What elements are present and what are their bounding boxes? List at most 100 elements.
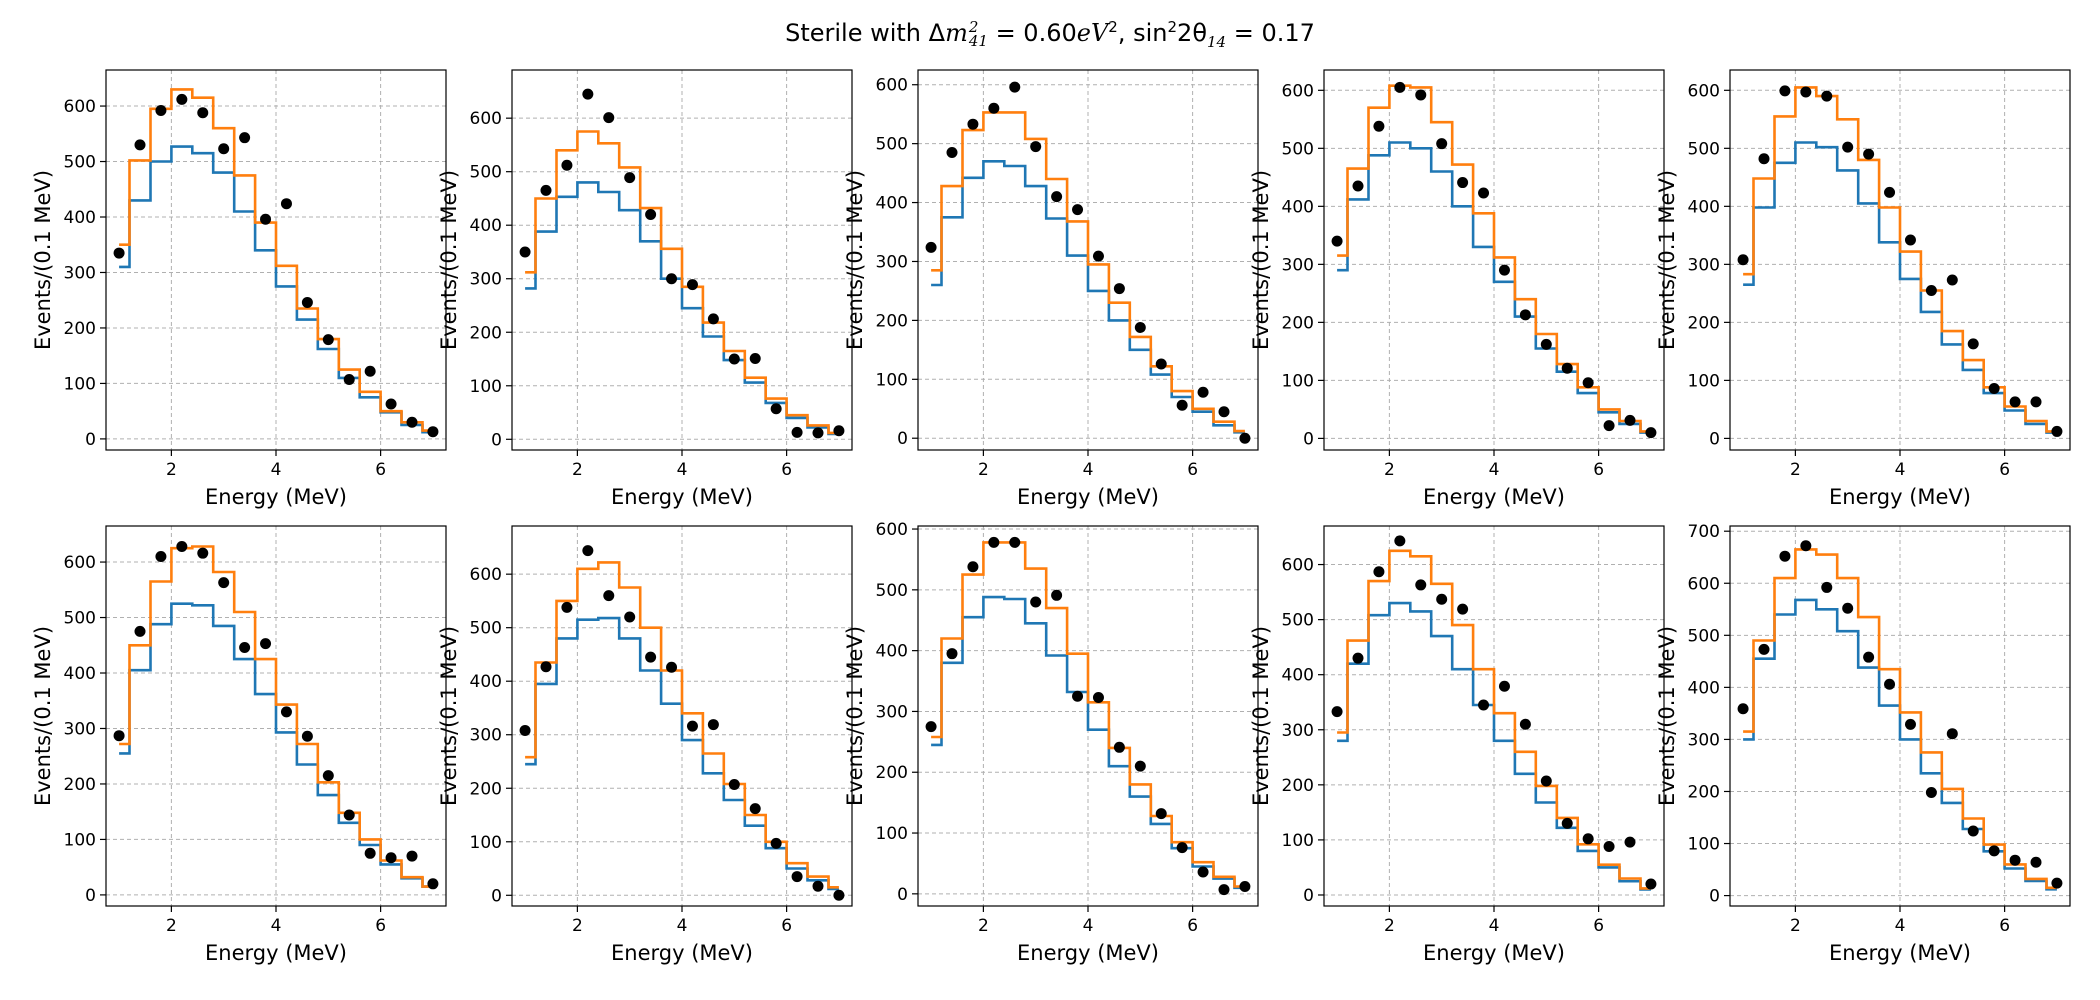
y-tick-label: 100 xyxy=(470,833,502,853)
data-point xyxy=(582,88,594,100)
data-point xyxy=(427,878,439,890)
data-point xyxy=(582,545,594,557)
x-tick-label: 2 xyxy=(572,916,583,936)
y-tick-label: 300 xyxy=(876,252,908,272)
data-point xyxy=(406,416,418,428)
data-point xyxy=(812,427,824,439)
data-point xyxy=(1030,596,1042,608)
data-point xyxy=(176,93,188,105)
y-tick-label: 400 xyxy=(470,672,502,692)
y-tick-label: 500 xyxy=(1282,611,1314,631)
x-tick-label: 4 xyxy=(271,916,282,936)
y-tick-label: 500 xyxy=(470,619,502,639)
data-point xyxy=(1134,321,1146,333)
data-point xyxy=(1842,602,1854,614)
data-point xyxy=(218,143,230,155)
y-tick-label: 500 xyxy=(876,581,908,601)
y-tick-label: 300 xyxy=(1282,255,1314,275)
y-tick-label: 600 xyxy=(876,76,908,96)
data-point xyxy=(791,871,803,883)
data-point xyxy=(134,625,146,637)
data-point xyxy=(561,159,573,171)
y-tick-label: 300 xyxy=(1688,255,1720,275)
y-tick-label: 0 xyxy=(85,430,96,450)
y-tick-label: 0 xyxy=(1709,887,1720,907)
data-point xyxy=(833,889,845,901)
data-point xyxy=(666,661,678,673)
data-point xyxy=(925,241,937,253)
data-point xyxy=(1197,866,1209,878)
y-tick-label: 200 xyxy=(64,775,96,795)
data-point xyxy=(2030,396,2042,408)
data-point xyxy=(1779,550,1791,562)
data-point xyxy=(1051,191,1063,203)
series-2-step-line xyxy=(931,111,1245,433)
data-point xyxy=(1967,825,1979,837)
data-point xyxy=(1498,680,1510,692)
data-point xyxy=(1561,362,1573,374)
data-point xyxy=(1624,836,1636,848)
series-2-step-line xyxy=(1743,548,2057,890)
data-point xyxy=(1072,204,1084,216)
y-tick-label: 200 xyxy=(876,311,908,331)
data-point xyxy=(239,641,251,653)
x-axis-label: Energy (MeV) xyxy=(1423,485,1565,509)
chart-panel-8: 2 4 6 0 100 200 300 400 500 600 Energy (MeV) Events… xyxy=(843,520,1259,965)
y-tick-label: 500 xyxy=(470,163,502,183)
y-tick-label: 500 xyxy=(64,153,96,173)
x-axis-label: Energy (MeV) xyxy=(205,941,347,965)
chart-panel-10: 2 4 6 0 100 200 300 400 500 600 700 Energy (MeV) Eve… xyxy=(1655,522,2071,965)
y-axis-label: Events/(0.1 MeV) xyxy=(437,170,461,350)
figure-title: Sterile with Δm2 41 = 0.60eV2, sin22θ14 =… xyxy=(785,17,1315,51)
y-tick-label: 600 xyxy=(876,520,908,540)
chart-panel-7: 2 4 6 0 100 200 300 400 500 600 Energy (MeV) Events… xyxy=(437,525,853,965)
y-tick-label: 200 xyxy=(1282,313,1314,333)
chart-panel-6: 2 4 6 0 100 200 300 400 500 600 Energy (MeV) Events… xyxy=(31,525,447,965)
x-tick-label: 2 xyxy=(166,460,177,480)
data-point xyxy=(1884,186,1896,198)
data-point xyxy=(1352,652,1364,664)
data-point xyxy=(364,847,376,859)
x-tick-label: 6 xyxy=(1999,916,2010,936)
y-tick-label: 200 xyxy=(1688,313,1720,333)
data-point xyxy=(1904,718,1916,730)
data-point xyxy=(322,770,334,782)
data-point xyxy=(686,720,698,732)
chart-panel-4: 2 4 6 0 100 200 300 400 500 600 Energy (MeV) Events… xyxy=(1249,69,1665,509)
y-axis-label: Events/(0.1 MeV) xyxy=(31,170,55,350)
data-point xyxy=(427,426,439,438)
y-tick-label: 600 xyxy=(64,97,96,117)
data-point xyxy=(218,577,230,589)
y-tick-label: 400 xyxy=(1688,197,1720,217)
data-point xyxy=(540,661,552,673)
y-tick-label: 600 xyxy=(1282,81,1314,101)
y-axis-label: Events/(0.1 MeV) xyxy=(437,626,461,806)
data-point xyxy=(1352,180,1364,192)
data-point xyxy=(1436,593,1448,605)
data-point xyxy=(1155,808,1167,820)
y-tick-label: 400 xyxy=(1282,666,1314,686)
data-point xyxy=(1540,775,1552,787)
data-point xyxy=(1478,699,1490,711)
y-tick-label: 0 xyxy=(491,886,502,906)
data-point xyxy=(749,803,761,815)
data-point xyxy=(197,107,209,119)
x-axis-label: Energy (MeV) xyxy=(1017,941,1159,965)
data-point xyxy=(385,852,397,864)
data-point xyxy=(176,541,188,553)
data-point xyxy=(833,425,845,437)
data-point xyxy=(1092,250,1104,262)
data-point xyxy=(624,611,636,623)
x-tick-label: 4 xyxy=(1083,916,1094,936)
data-point xyxy=(406,850,418,862)
y-tick-label: 400 xyxy=(64,208,96,228)
y-tick-label: 500 xyxy=(1282,139,1314,159)
y-axis-label: Events/(0.1 MeV) xyxy=(1655,626,1679,806)
data-point xyxy=(1603,841,1615,853)
x-tick-label: 4 xyxy=(677,916,688,936)
data-point xyxy=(603,590,615,602)
x-tick-label: 6 xyxy=(1593,460,1604,480)
y-tick-label: 100 xyxy=(1688,835,1720,855)
data-point xyxy=(2030,856,2042,868)
data-point xyxy=(812,880,824,892)
